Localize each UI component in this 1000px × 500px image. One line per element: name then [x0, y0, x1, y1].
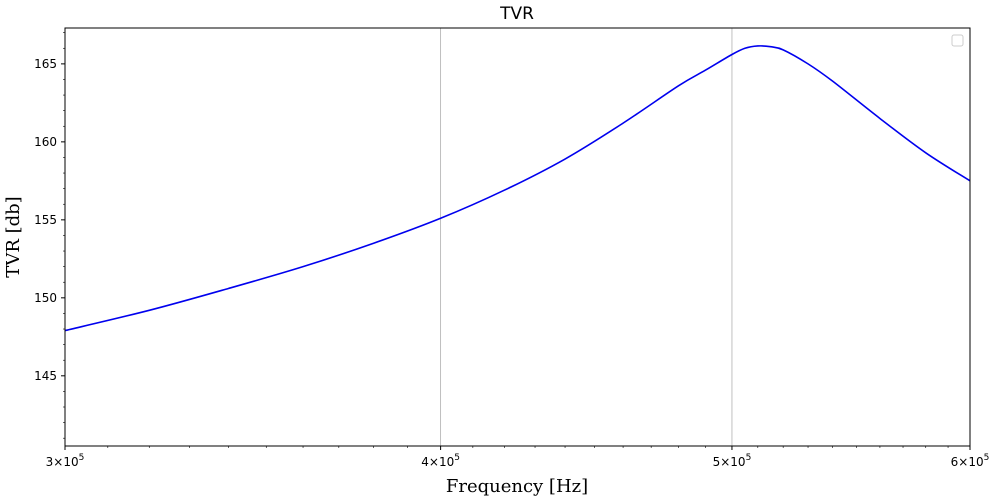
x-tick-label: 6×105 [951, 453, 990, 469]
y-tick-label: 150 [34, 291, 57, 305]
x-tick-exponent: 5 [454, 453, 460, 463]
x-tick-label: 3×105 [46, 453, 85, 469]
y-tick-label: 165 [34, 57, 57, 71]
x-tick-label: 4×105 [421, 453, 460, 469]
x-tick-times: × [429, 455, 439, 469]
series-layer [64, 45, 971, 332]
x-axis-label: Frequency [Hz] [446, 476, 588, 497]
x-tick-base: 10 [439, 455, 454, 469]
x-tick-times: × [958, 455, 968, 469]
tvr-series-line [64, 45, 971, 332]
x-tick-mantissa: 3 [46, 455, 54, 469]
x-tick-mantissa: 4 [421, 455, 429, 469]
x-tick-base: 10 [63, 455, 78, 469]
x-tick-times: × [53, 455, 63, 469]
y-tick-label: 145 [34, 369, 57, 383]
y-tick-label: 155 [34, 213, 57, 227]
plot-area-frame [64, 27, 971, 447]
x-tick-base: 10 [730, 455, 745, 469]
x-tick-mantissa: 5 [713, 455, 721, 469]
x-tick-times: × [720, 455, 730, 469]
x-tick-label: 5×105 [713, 453, 752, 469]
y-axis-label: TVR [db] [3, 196, 24, 277]
legend-box [951, 34, 964, 47]
x-tick-exponent: 5 [79, 453, 85, 463]
x-tick-exponent: 5 [746, 453, 752, 463]
x-tick-mantissa: 6 [951, 455, 959, 469]
y-tick-label: 160 [34, 135, 57, 149]
x-tick-base: 10 [968, 455, 983, 469]
chart-title: TVR [499, 4, 534, 24]
ticks-layer [61, 32, 971, 450]
x-tick-exponent: 5 [984, 453, 990, 463]
